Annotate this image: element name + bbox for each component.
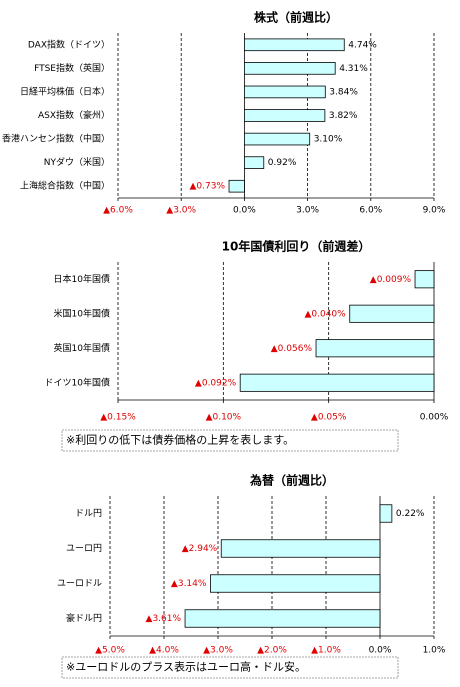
value-label: ▲0.092% [195,378,237,388]
category-label: FTSE指数（英国） [34,62,110,74]
bar [243,132,311,146]
x-tick-label: 0.0% [369,646,392,656]
bar [349,304,435,323]
chart-title: 為替（前週比） [250,473,334,488]
x-tick-label: 3.0% [296,206,319,216]
value-label: 0.22% [396,509,425,519]
chart-title: 10年国債利回り（前週差） [222,239,371,254]
category-label: 日本10年国債 [54,273,110,285]
category-label: 英国10年国債 [54,342,110,354]
x-tick-label: 1.0% [423,646,446,656]
note-box [61,429,399,452]
bar [243,156,265,169]
category-label: ドイツ10年国債 [45,376,110,388]
x-tick-label: ▲1.0% [311,646,341,656]
x-tick-label: 0.0% [233,206,256,216]
value-label: ▲3.14% [171,579,207,589]
category-label: NYダウ（米国） [44,156,110,168]
value-label: ▲0.056% [271,344,313,354]
category-label: DAX指数（ドイツ） [28,38,110,50]
bar [379,504,393,523]
bar [414,270,435,289]
value-label: 4.31% [339,64,368,74]
x-tick-label: ▲3.0% [203,646,233,656]
bar [243,62,336,75]
value-label: ▲0.040% [304,309,346,319]
bar [243,109,326,122]
value-label: ▲0.009% [370,275,412,285]
x-tick-label: ▲0.10% [206,413,242,423]
bar [220,539,381,558]
category-label: 米国10年国債 [54,307,110,319]
category-label: ドル円 [75,508,102,519]
bar [243,38,345,52]
x-tick-label: ▲5.0% [95,646,125,656]
category-label: ASX指数（豪州） [38,109,110,121]
value-label: 3.82% [329,111,358,121]
category-label: 香港ハンセン指数（中国） [2,133,110,145]
x-tick-label: 9.0% [423,206,446,216]
x-tick-label: ▲0.05% [311,413,347,423]
note-box [61,656,399,679]
value-label: 3.84% [329,87,358,97]
category-label: ユーロ円 [66,543,102,554]
bar [184,609,381,628]
x-tick-label: ▲0.15% [100,413,136,423]
category-label: 上海総合指数（中国） [20,180,110,192]
value-label: ▲0.73% [190,182,226,192]
x-tick-label: ▲3.0% [166,206,196,216]
x-tick-label: 6.0% [359,206,382,216]
value-label: 0.92% [268,158,297,168]
note: ※利回りの低下は債券価格の上昇を表します。 [66,433,294,447]
value-label: ▲2.94% [182,544,218,554]
bar [228,179,245,193]
note: ※ユーロドルのプラス表示はユーロ高・ドル安。 [66,660,306,674]
bar [210,574,381,593]
bar [239,373,435,392]
bar [243,85,326,99]
value-label: 3.10% [314,135,343,145]
x-tick-label: ▲2.0% [257,646,287,656]
value-label: ▲3.61% [146,614,182,624]
value-label: 4.74% [348,40,377,50]
category-label: 豪ドル円 [66,612,102,624]
category-label: 日経平均株価（日本） [20,85,110,97]
x-tick-label: ▲4.0% [149,646,179,656]
x-tick-label: ▲6.0% [103,206,133,216]
bar [315,339,435,358]
chart-title: 株式（前週比） [254,10,338,25]
x-tick-label: 0.00% [420,413,449,423]
category-label: ユーロドル [57,579,102,589]
